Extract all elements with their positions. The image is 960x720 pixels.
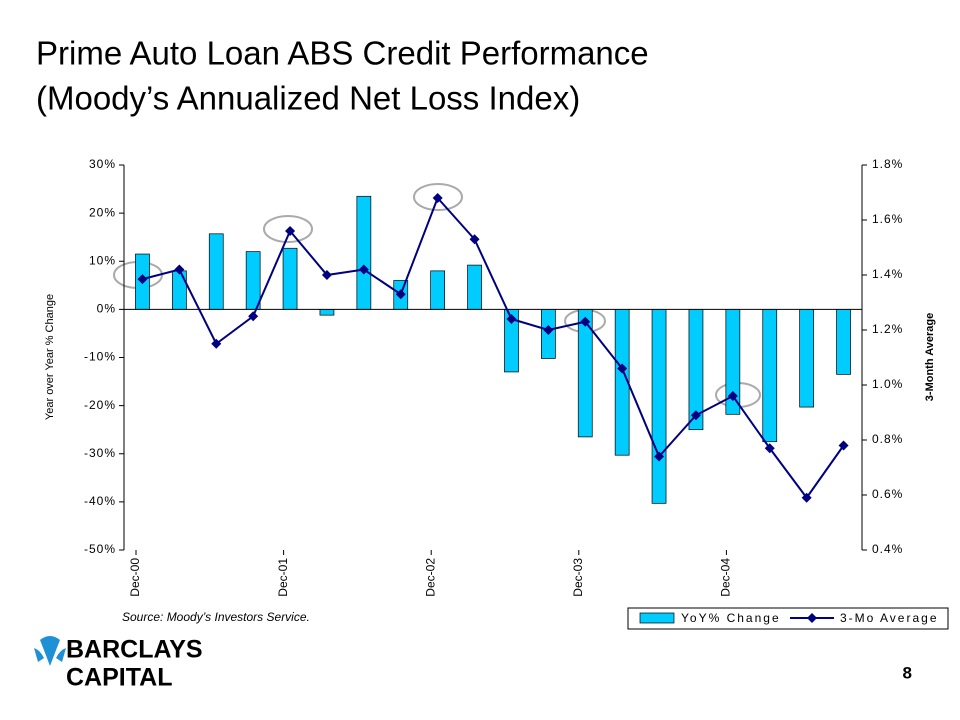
y-tick-label: 0%	[97, 302, 116, 316]
highlight	[413, 183, 463, 211]
bar	[836, 309, 851, 375]
line-marker	[432, 193, 443, 203]
y-tick-label: 20%	[89, 205, 116, 219]
line-marker	[469, 234, 480, 245]
y-axis-label: Year over Year % Change	[44, 294, 56, 420]
y2-axis-label: 3-Month Average	[924, 313, 936, 401]
chart-title: Prime Auto Loan ABS Credit Performance	[36, 35, 649, 72]
line-marker	[838, 440, 849, 451]
line-marker	[580, 316, 591, 327]
x-tick-label: Dec-03	[571, 558, 585, 597]
line-marker	[506, 314, 517, 324]
line-marker	[617, 363, 628, 374]
bar	[245, 251, 261, 310]
legend-marker	[807, 613, 817, 623]
line-marker	[801, 492, 812, 503]
highlight	[263, 215, 313, 243]
y-tick-label: -50%	[84, 542, 116, 556]
logo-text: BARCLAYS	[66, 636, 203, 664]
logo: BARCLAYS CAPITAL	[34, 636, 203, 692]
bar	[651, 309, 667, 504]
line-marker	[690, 410, 701, 421]
bar	[762, 309, 778, 443]
y2-tick-label: 0.6%	[872, 487, 903, 501]
y2-tick-label: 0.8%	[872, 432, 903, 446]
bar	[319, 309, 335, 316]
line-marker	[211, 338, 222, 349]
line-marker	[321, 270, 332, 280]
chart-subtitle: (Moody’s Annualized Net Loss Index)	[36, 80, 580, 117]
y-tick-label: 10%	[89, 253, 116, 267]
y2-tick-label: 1.6%	[872, 212, 903, 226]
legend-label: 3-Mo Average	[840, 611, 939, 625]
y2-tick-label: 0.4%	[872, 542, 903, 556]
line-marker	[285, 226, 296, 236]
line-marker	[395, 289, 406, 300]
line-marker	[654, 451, 665, 462]
bar	[208, 233, 224, 310]
y-tick-label: -10%	[84, 350, 116, 364]
y2-tick-label: 1.2%	[872, 322, 903, 336]
source-note: Source: Moody’s Investors Service.	[122, 610, 310, 624]
logo-eagle	[34, 636, 66, 666]
line-marker	[727, 391, 738, 401]
x-tick-label: Dec-04	[719, 558, 733, 597]
bar	[430, 270, 445, 310]
line-marker	[137, 274, 148, 285]
y-tick-label: 30%	[89, 157, 116, 171]
x-tick-label: Dec-00	[128, 558, 142, 597]
logo-text: CAPITAL	[66, 664, 172, 692]
bar	[799, 309, 815, 408]
bar	[356, 195, 372, 310]
x-tick-label: Dec-01	[276, 558, 290, 597]
y2-tick-label: 1.0%	[872, 377, 903, 391]
legend-box	[627, 607, 949, 630]
y-tick-label: -30%	[84, 446, 116, 460]
line-marker	[248, 311, 259, 322]
page-number: 8	[903, 663, 912, 682]
y-tick-label: -40%	[84, 494, 116, 508]
line-marker	[358, 264, 369, 275]
y-tick-label: -20%	[84, 398, 116, 412]
y2-tick-label: 1.4%	[872, 267, 903, 281]
legend-label: YoY% Change	[681, 611, 781, 625]
bar	[172, 270, 187, 310]
line-marker	[174, 264, 185, 275]
line-marker	[543, 325, 554, 335]
line-marker	[764, 443, 775, 454]
y2-tick-label: 1.8%	[872, 157, 903, 171]
bar	[467, 264, 482, 310]
bar	[282, 247, 298, 310]
legend-swatch	[639, 612, 675, 624]
line	[142, 196, 845, 500]
x-tick-label: Dec-02	[423, 558, 437, 597]
